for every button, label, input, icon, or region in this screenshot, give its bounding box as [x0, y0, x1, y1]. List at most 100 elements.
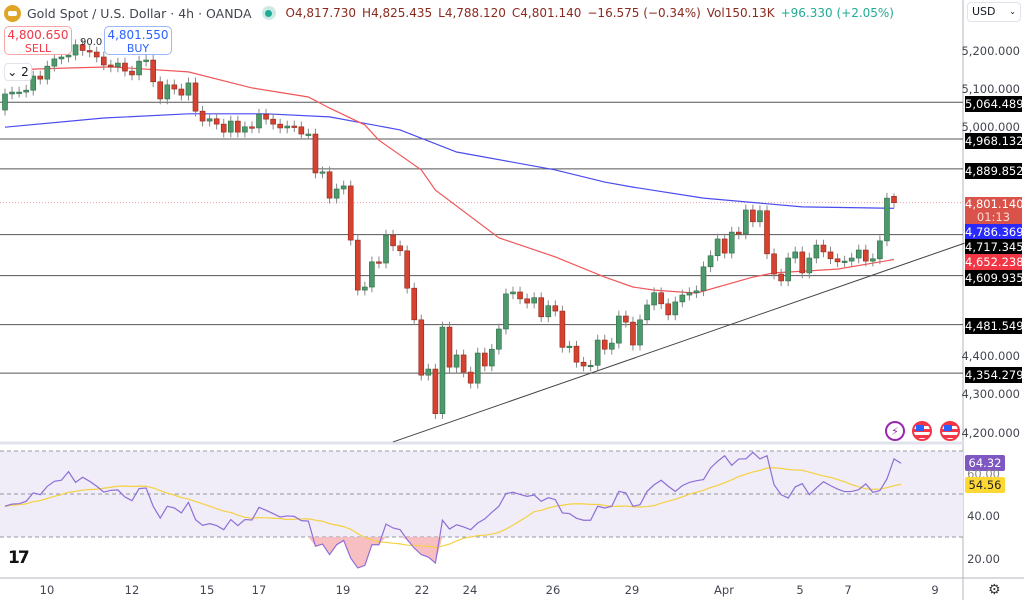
time-tick: 29: [624, 583, 640, 597]
rsi-line: [4, 451, 902, 569]
candle-body: [891, 196, 897, 203]
candle-body: [2, 93, 8, 111]
candle-body: [44, 65, 51, 80]
time-tick: 10: [39, 583, 55, 597]
candle-body: [608, 342, 615, 350]
candle-body: [383, 234, 389, 264]
gold-symbol-logo: [4, 4, 21, 22]
price-axis-label: 4,300.000: [961, 387, 1020, 401]
candle-body: [679, 294, 686, 303]
candle-body: [164, 84, 171, 100]
candle-body: [496, 328, 502, 350]
candle-body: [785, 257, 791, 282]
candle-body: [65, 54, 72, 58]
candle-body: [411, 287, 418, 321]
rsi-axis-label: 20.00: [967, 552, 1000, 566]
candle-body: [750, 209, 756, 223]
candle-body: [524, 298, 530, 304]
tradingview-logo[interactable]: 17: [8, 548, 30, 568]
candle-body: [178, 88, 185, 96]
candle-body: [376, 261, 382, 264]
candle-body: [834, 258, 841, 263]
candle-body: [79, 44, 86, 51]
indicator-count: 2: [21, 65, 29, 79]
candle-body: [573, 345, 580, 363]
currency-select[interactable]: USD ⌄: [967, 2, 1021, 22]
candle-body: [686, 292, 693, 296]
rsi-band: [0, 451, 963, 537]
time-tick: 7: [844, 583, 852, 597]
candle-body: [136, 60, 142, 76]
candle-body: [340, 185, 347, 190]
event-lightning-icon[interactable]: ⚡: [885, 421, 905, 441]
candle-body: [23, 89, 29, 93]
candle-body: [545, 305, 552, 318]
rsi-ma-line: [4, 467, 902, 549]
buy-label: BUY: [126, 42, 150, 55]
us-event-flag-icon[interactable]: [912, 421, 932, 441]
candle-body: [778, 273, 784, 282]
candle-body: [587, 364, 594, 368]
trendline: [392, 242, 965, 443]
candle-body: [623, 315, 629, 323]
candle-body: [531, 297, 537, 304]
buy-button[interactable]: 4,801.550 BUY: [104, 26, 172, 55]
partial-value: 90.0: [80, 37, 103, 48]
current-price: 4,801.140: [965, 197, 1024, 211]
candle-body: [298, 126, 305, 135]
candle-body: [813, 244, 820, 259]
symbol-title[interactable]: Gold Spot / U.S. Dollar · 4h · OANDA: [27, 5, 252, 21]
price-axis-label: 5,100.000: [961, 82, 1020, 96]
candle-body: [552, 305, 559, 312]
candle-body: [150, 59, 156, 83]
candle-body: [870, 258, 876, 262]
candle-body: [326, 171, 333, 199]
candle-body: [700, 266, 707, 292]
level-tag: 4,889.852: [965, 163, 1024, 179]
candle-body: [277, 123, 283, 129]
candle-body: [665, 303, 672, 316]
level-tag: 4,717.345: [965, 239, 1024, 255]
time-tick: 5: [796, 583, 804, 597]
ma-fast-line: [4, 66, 895, 294]
candle-body: [489, 348, 495, 367]
candle-body: [93, 51, 100, 58]
ma-fast-tag: 4,652.238: [965, 254, 1024, 270]
candle-body: [827, 251, 834, 260]
candle-body: [312, 133, 319, 174]
candle-body: [227, 120, 234, 133]
sell-button[interactable]: 4,800.650 SELL: [4, 26, 72, 55]
indicators-collapse-button[interactable]: ⌄ 2: [4, 63, 32, 81]
candle-body: [319, 171, 326, 174]
ohlc-change: −16.575 (−0.34%): [587, 6, 701, 20]
price-axis-label: 5,000.000: [961, 120, 1020, 134]
ohlc-high: H4,825.435: [362, 6, 433, 20]
candle-body: [129, 70, 135, 76]
ohlc-open: O4,817.730: [285, 6, 357, 20]
time-tick: 12: [124, 583, 140, 597]
current-price-tag: 4,801.140 01:13: [965, 197, 1024, 225]
candle-body: [467, 371, 474, 384]
level-tag: 4,481.549: [965, 318, 1024, 334]
candle-body: [799, 251, 806, 274]
candle-body: [432, 368, 439, 414]
candle-body: [86, 50, 93, 53]
candle-body: [841, 260, 848, 263]
candle-body: [559, 310, 566, 348]
candle-body: [721, 238, 728, 254]
candle-body: [249, 126, 255, 129]
candle-body: [122, 62, 128, 72]
us-event-flag-icon[interactable]: [940, 421, 960, 441]
candle-body: [474, 352, 481, 384]
candle-body: [108, 64, 114, 68]
candle-body: [566, 345, 573, 348]
candle-body: [439, 326, 446, 414]
candle-body: [369, 261, 375, 288]
candle-body: [256, 113, 262, 129]
candle-body: [820, 244, 827, 253]
settings-gear-icon[interactable]: ⚙: [988, 582, 1001, 598]
candle-body: [362, 286, 368, 291]
candle-body: [37, 75, 44, 80]
candle-body: [213, 118, 220, 125]
